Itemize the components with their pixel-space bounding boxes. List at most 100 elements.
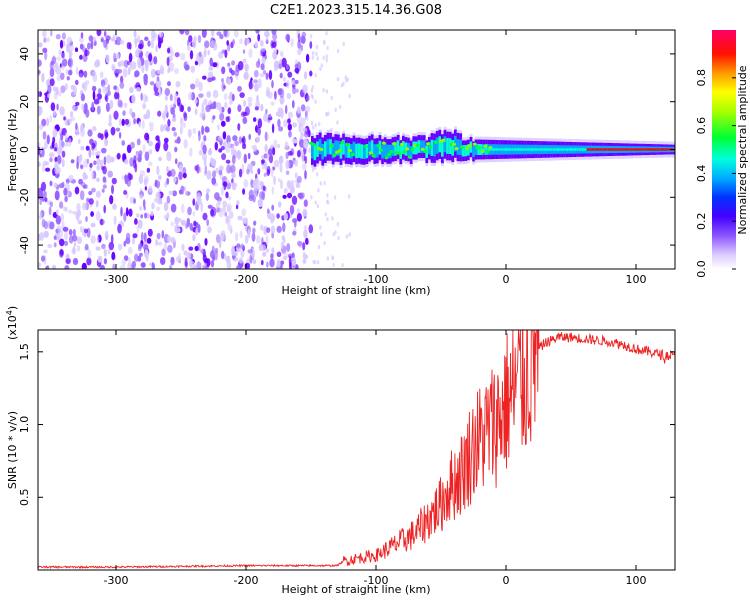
spectrogram-noise-blob	[87, 249, 92, 259]
spectrogram-noise-blob	[138, 43, 144, 50]
spectrogram-carrier-peak	[490, 148, 494, 151]
spectrogram-noise-blob	[79, 54, 83, 60]
spectrogram-noise-blob	[252, 227, 256, 234]
spectrogram-noise-blob	[169, 93, 173, 102]
spectrogram-noise-blob	[62, 226, 69, 232]
spectrogram-noise-blob	[174, 52, 180, 58]
spectrogram-noise-blob	[156, 232, 161, 240]
spectrogram-noise-blob	[113, 57, 117, 63]
spectrogram-noise-blob	[92, 126, 97, 132]
spectrogram-noise-blob	[143, 73, 148, 82]
spectrogram-sparse-dot	[322, 55, 325, 60]
spectrogram-noise-blob	[273, 159, 280, 168]
spectrogram-noise-blob	[146, 109, 151, 119]
spectrogram-carrier-core	[324, 141, 327, 157]
spectrogram-carrier-speckle	[405, 147, 410, 151]
spectrogram-noise-blob	[104, 230, 109, 240]
spectrogram-noise-blob	[260, 49, 263, 56]
spectrogram-carrier-speckle	[392, 142, 397, 146]
spectrogram-noise-blob	[287, 71, 293, 78]
spectrogram-noise-blob	[155, 206, 161, 211]
spectrogram-noise-blob	[201, 30, 207, 38]
spectrogram-sparse-dot	[326, 217, 329, 222]
spectrogram-noise-blob	[255, 30, 260, 34]
spectrogram-sparse-dot	[323, 39, 326, 45]
spectrogram-noise-blob	[292, 159, 298, 164]
spectrogram-noise-blob	[129, 86, 134, 94]
spectrogram-x-tick-label: -200	[234, 273, 259, 286]
spectrogram-noise-blob	[68, 229, 73, 236]
spectrogram-noise-blob	[113, 85, 118, 90]
spectrogram-carrier-peak	[646, 148, 650, 151]
spectrogram-noise-blob	[198, 93, 204, 98]
spectrogram-noise-blob	[130, 141, 135, 149]
spectrogram-noise-blob	[110, 126, 116, 136]
spectrogram-noise-blob	[56, 56, 62, 61]
spectrogram-noise-blob	[241, 164, 245, 174]
spectrogram-noise-blob	[83, 174, 88, 180]
spectrogram-noise-blob	[155, 180, 161, 189]
spectrogram-noise-blob	[257, 33, 261, 42]
spectrogram-noise-blob	[64, 132, 68, 141]
spectrogram-noise-blob	[134, 253, 139, 262]
spectrogram-noise-blob	[207, 77, 213, 83]
spectrogram-x-label: Height of straight line (km)	[281, 284, 430, 297]
spectrogram-noise-blob	[126, 42, 131, 50]
spectrogram-sparse-dot	[344, 75, 347, 80]
spectrogram-carrier-core	[376, 143, 379, 158]
spectrogram-noise-blob	[86, 158, 90, 164]
spectrogram-noise-blob	[231, 154, 236, 165]
spectrogram-noise-blob	[203, 135, 207, 142]
spectrogram-noise-blob	[270, 253, 274, 260]
spectrogram-noise-blob	[230, 164, 236, 174]
spectrogram-carrier-core	[381, 144, 385, 159]
spectrogram-sparse-dot	[314, 123, 317, 128]
spectrogram-carrier-speckle	[340, 140, 345, 145]
spectrogram-noise-blob	[118, 118, 122, 127]
spectrogram-noise-blob	[221, 78, 224, 83]
spectrogram-noise-blob	[203, 158, 207, 167]
spectrogram-noise-blob	[302, 208, 308, 217]
spectrogram-noise-blob	[166, 195, 171, 204]
spectrogram-carrier-peak	[503, 148, 507, 151]
spectrogram-carrier-core	[326, 139, 330, 155]
spectrogram-noise-blob	[280, 50, 284, 57]
spectrogram-noise-blob	[54, 190, 60, 201]
spectrogram-noise-blob	[46, 134, 50, 145]
spectrogram-noise-blob	[284, 141, 289, 149]
spectrogram-noise-blob	[55, 86, 59, 96]
spectrogram-noise-blob	[261, 159, 266, 164]
spectrogram-noise-blob	[302, 127, 308, 132]
spectrogram-carrier-speckle	[387, 152, 391, 156]
spectrogram-carrier-speckle	[350, 152, 355, 157]
spectrogram-noise-blob	[287, 118, 291, 124]
spectrogram-noise-blob	[187, 206, 192, 216]
spectrogram-noise-blob	[234, 140, 239, 147]
spectrogram-carrier-peak	[654, 148, 658, 151]
spectrogram-noise-blob	[305, 105, 311, 113]
spectrogram-noise-blob	[183, 250, 188, 256]
spectrogram-noise-blob	[119, 265, 126, 269]
spectrogram-noise-blob	[142, 93, 148, 103]
spectrogram-carrier-speckle	[423, 149, 428, 154]
spectrogram-carrier-peak	[667, 148, 671, 151]
spectrogram-noise-blob	[157, 40, 162, 49]
spectrogram-carrier-peak	[547, 148, 551, 151]
spectrogram-carrier-core	[472, 145, 476, 157]
spectrogram-noise-blob	[59, 39, 64, 49]
spectrogram-carrier-speckle	[459, 145, 464, 149]
spectrogram-noise-blob	[53, 182, 58, 188]
spectrogram-noise-blob	[95, 190, 101, 198]
spectrogram-carrier-peak	[565, 148, 569, 151]
spectrogram-noise-blob	[287, 181, 292, 190]
spectrogram-noise-blob	[85, 80, 90, 85]
spectrogram-noise-blob	[233, 251, 239, 257]
spectrogram-noise-blob	[147, 141, 153, 147]
spectrogram-noise-blob	[104, 129, 109, 139]
spectrogram-noise-blob	[68, 209, 73, 214]
spectrogram-noise-blob	[273, 139, 278, 150]
spectrogram-noise-blob	[286, 79, 290, 89]
spectrogram-noise-blob	[285, 159, 290, 170]
spectrogram-noise-blob	[54, 61, 59, 69]
spectrogram-noise-blob	[133, 118, 137, 125]
